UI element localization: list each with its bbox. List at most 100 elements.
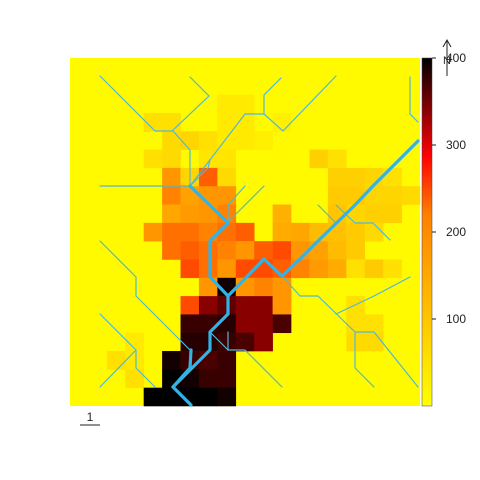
raster-cell <box>235 332 255 352</box>
legend-tick-label: 200 <box>446 225 466 239</box>
raster-cell <box>198 259 218 279</box>
raster-cell <box>143 222 163 242</box>
raster-cell <box>198 314 218 334</box>
raster-cell <box>383 186 402 205</box>
raster-cell <box>254 259 273 279</box>
raster-cell <box>198 241 218 260</box>
raster-cell <box>235 112 255 132</box>
raster-cell <box>162 149 181 169</box>
raster-cell <box>272 112 292 132</box>
raster-cell <box>272 296 292 315</box>
raster-cell <box>180 131 200 150</box>
raster-cell <box>180 259 200 279</box>
raster-cell <box>162 167 181 187</box>
stream-line <box>227 185 265 223</box>
raster-cell <box>198 387 218 407</box>
raster-cell <box>217 387 237 407</box>
north-arrow-head <box>442 38 452 48</box>
scale-bar-label: 1 <box>87 410 94 424</box>
raster-cell <box>364 222 384 242</box>
raster-cell <box>198 204 218 224</box>
raster-cell <box>198 149 218 169</box>
stream-line <box>409 76 419 123</box>
stream-line <box>99 75 191 187</box>
raster-cell <box>346 241 366 260</box>
raster-cell <box>217 369 237 388</box>
raster-cell <box>327 222 347 242</box>
raster-cell <box>327 241 347 260</box>
raster-cell <box>162 204 181 224</box>
raster-cell <box>291 222 310 242</box>
raster-cell <box>272 222 292 242</box>
raster-cell <box>235 131 255 150</box>
raster-cell <box>383 259 402 279</box>
stream-line <box>99 349 137 388</box>
stream-line <box>354 222 391 241</box>
stream-network <box>99 75 420 407</box>
stream-line <box>263 77 282 115</box>
raster-cell <box>254 277 273 297</box>
raster-cell <box>364 332 384 352</box>
raster-cell <box>346 167 366 187</box>
stream-line <box>227 331 283 388</box>
stream-line <box>227 185 246 223</box>
raster-cell <box>143 112 163 132</box>
raster-cell <box>217 332 237 352</box>
raster-cell <box>143 387 163 407</box>
raster-cell <box>180 186 200 205</box>
raster-cell <box>272 241 292 260</box>
raster-cell <box>180 204 200 224</box>
raster-cell <box>198 369 218 388</box>
raster-cell <box>346 222 366 242</box>
raster-cell <box>125 351 144 370</box>
legend-tick-label: 400 <box>446 51 466 65</box>
raster-cell <box>235 259 255 279</box>
legend-ticks: 100 200 300 400 <box>432 51 466 326</box>
raster-cell <box>106 351 126 370</box>
raster-cell <box>254 332 273 352</box>
raster-cell <box>198 222 218 242</box>
raster-cell <box>217 259 237 279</box>
main-stream-line <box>226 139 420 298</box>
raster-cell <box>364 314 384 334</box>
raster-cell <box>235 222 255 242</box>
raster-cell <box>254 296 273 315</box>
raster-grid <box>70 58 421 407</box>
color-legend: 100 200 300 400 <box>421 51 466 407</box>
raster-cell <box>162 131 181 150</box>
raster-cell <box>346 296 366 315</box>
raster-cell <box>364 186 384 205</box>
raster-cell <box>309 241 329 260</box>
stream-line <box>189 159 211 187</box>
legend-tick-label: 100 <box>446 312 466 326</box>
raster-cell <box>198 332 218 352</box>
raster-cell <box>254 314 273 334</box>
stream-line <box>99 313 156 388</box>
raster-cell <box>327 186 347 205</box>
raster-cell <box>217 351 237 370</box>
raster-cell <box>346 259 366 279</box>
raster-cell <box>383 204 402 224</box>
raster-cell <box>235 94 255 114</box>
raster-cell <box>217 149 237 169</box>
stream-line <box>317 204 337 224</box>
raster-cell <box>346 314 366 334</box>
raster-cell <box>217 94 237 114</box>
stream-line <box>209 331 229 351</box>
raster-cell <box>180 332 200 352</box>
raster-cell <box>162 222 181 242</box>
stream-line <box>335 276 411 315</box>
raster-cell <box>364 204 384 224</box>
raster-cell <box>162 241 181 260</box>
stream-line <box>99 240 191 351</box>
raster-cell <box>180 387 200 407</box>
raster-cell <box>180 296 200 315</box>
raster-cell <box>180 241 200 260</box>
raster-cell <box>327 167 347 187</box>
raster-cell <box>272 314 292 334</box>
raster-cell <box>272 204 292 224</box>
raster-cell <box>235 296 255 315</box>
raster-cell <box>254 131 273 150</box>
raster-cell <box>162 186 181 205</box>
raster-cell <box>235 241 255 260</box>
